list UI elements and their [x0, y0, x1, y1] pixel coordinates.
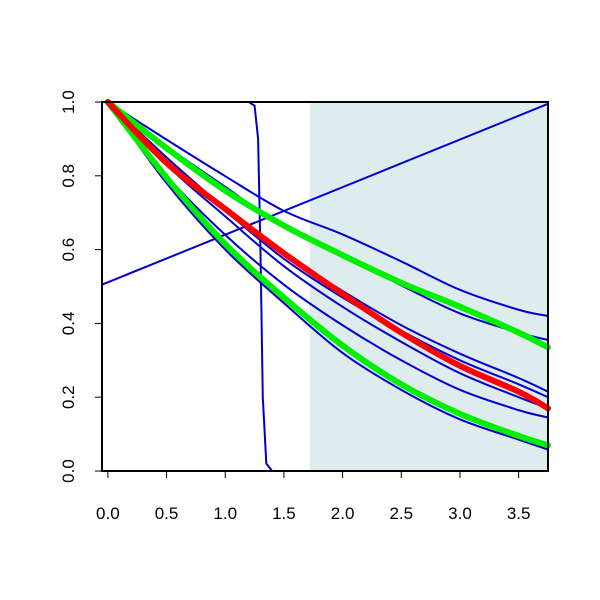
- series-line-9: [104, 99, 551, 351]
- y-tick-label: 0.8: [59, 164, 78, 188]
- x-tick-label: 3.0: [448, 504, 472, 523]
- y-tick-label: 0.6: [59, 238, 78, 262]
- y-axis: 0.0 0.2 0.4 0.6 0.8 1.0: [59, 90, 102, 483]
- x-tick-label: 1.0: [213, 504, 237, 523]
- y-tick-label: 0.4: [59, 312, 78, 336]
- y-tick-label: 0.0: [59, 459, 78, 483]
- series-layer: [101, 99, 551, 472]
- series-line-0: [106, 101, 549, 472]
- series-line-1: [101, 102, 549, 286]
- y-tick-label: 0.2: [59, 385, 78, 409]
- x-tick-label: 0.5: [155, 504, 179, 523]
- x-tick-label: 0.0: [96, 504, 120, 523]
- series-line-8: [106, 101, 549, 451]
- x-tick-label: 2.5: [389, 504, 413, 523]
- x-tick-label: 1.5: [272, 504, 296, 523]
- plot-frame: [101, 101, 549, 472]
- x-axis: 0.0 0.5 1.0 1.5 2.0 2.5 3.0 3.5: [96, 471, 530, 523]
- series-line-10: [104, 99, 551, 449]
- shaded-region-layer: [309, 102, 548, 471]
- shaded-region: [309, 102, 548, 471]
- y-tick-label: 1.0: [59, 90, 78, 114]
- x-tick-label: 3.5: [507, 504, 531, 523]
- x-tick-label: 2.0: [331, 504, 355, 523]
- series-line-2: [106, 101, 549, 318]
- series-line-11: [104, 99, 551, 412]
